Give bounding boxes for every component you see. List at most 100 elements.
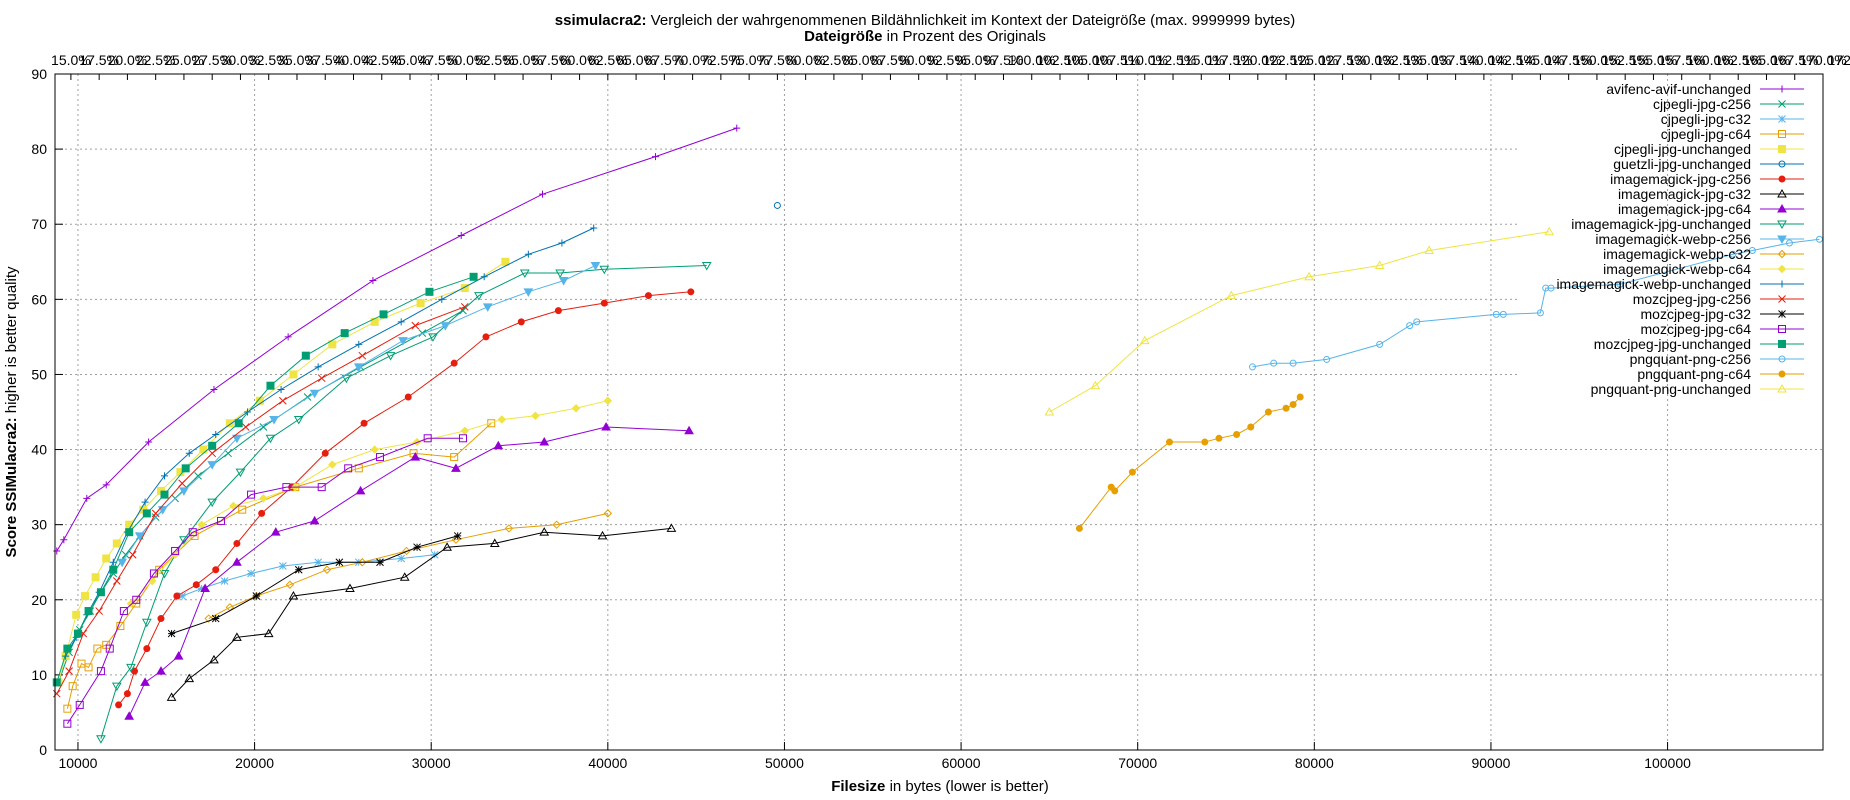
series-line [56,127,737,552]
data-point [278,562,287,570]
series-line [58,310,464,683]
legend-marker [1777,249,1787,259]
series-line [1079,396,1301,529]
data-point [1413,318,1421,326]
x2-tick-label: 135.0% [1404,52,1451,68]
grid [55,74,1823,750]
data-point [600,299,608,307]
data-point [599,265,610,275]
series-imagemagick-jpg-c32 [166,523,677,701]
data-point [450,359,458,367]
data-point [314,363,322,371]
data-point [773,201,781,209]
series-mozcjpeg-jpg-c256 [52,302,469,698]
series-guetzli-jpg-unchanged [773,201,781,209]
x-tick-label: 40000 [588,755,627,771]
data-point [558,277,569,286]
data-point [278,396,287,405]
data-point [355,340,363,348]
legend-marker [1778,145,1786,153]
x2-tick-label: 50.0% [447,52,487,68]
x2-tick-label: 105.0% [1065,52,1112,68]
legend-marker [1778,325,1786,333]
series-imagemagick-jpg-c64 [124,422,694,720]
data-point [504,524,514,533]
data-point [358,558,367,567]
data-point [207,461,218,470]
data-point [229,501,238,511]
x2-tick-label: 27.5% [192,52,232,68]
data-point [73,629,82,638]
x2-tick-label: 160.0% [1686,52,1733,68]
data-point [105,644,114,653]
x2-tick-label: 112.5% [1150,52,1196,68]
x-axis-ticks: 10000 20000 30000 40000 50000 60000 70000 80000… [58,742,1691,771]
data-point [126,663,136,673]
data-point [701,262,712,271]
data-point [1492,310,1500,318]
legend-label: mozcjpeg-jpg-c64 [1641,321,1752,337]
data-point [156,666,166,675]
data-point [453,532,462,540]
legend-marker [1777,203,1787,213]
data-point [119,607,128,616]
data-point [457,231,465,239]
data-point [173,592,181,600]
y-tick-label: 70 [31,216,47,232]
data-point [590,262,601,271]
series-line [56,306,465,694]
data-point [328,460,337,469]
data-point [1729,250,1737,258]
data-point [52,689,61,698]
data-point [438,295,446,303]
data-point [558,239,566,247]
data-point [208,441,217,450]
data-point [1249,363,1257,371]
data-point [517,318,525,326]
data-point [666,523,677,532]
legend-marker [1777,235,1787,245]
data-point [185,449,193,457]
x-tick-label: 60000 [942,755,981,771]
x2-tick-label: 90.0% [899,52,939,68]
data-point [597,530,608,540]
legend-label: mozcjpeg-jpg-c256 [1633,291,1751,307]
data-point [294,565,303,574]
data-point [398,337,408,346]
data-point [1296,393,1304,401]
legend-label: cjpegli-jpg-unchanged [1614,141,1751,157]
y-tick-label: 10 [31,667,47,683]
series-mozcjpeg-jpg-c64 [63,434,467,728]
x2-tick-label: 25.0% [164,52,204,68]
data-point [1748,247,1756,255]
x-tick-label: 10000 [58,755,97,771]
data-point [258,509,266,517]
x2-tick-label: 120.0% [1234,52,1281,68]
x2-tick-label: 150.0% [1573,52,1620,68]
x-tick-label: 50000 [765,755,804,771]
data-point [1165,438,1173,446]
x2-tick-label: 47.5% [418,52,458,68]
x2-tick-label: 125.0% [1291,52,1338,68]
data-point [1547,284,1555,292]
data-point [270,527,281,536]
data-point [160,490,169,499]
data-point [91,573,100,582]
y-tick-label: 60 [31,291,47,307]
data-point [538,190,546,198]
data-point [68,682,77,691]
legend-marker [1778,175,1786,183]
legend-label: pngquant-png-unchanged [1591,381,1751,397]
data-point [285,580,295,589]
legend-label: mozcjpeg-jpg-unchanged [1594,336,1751,352]
series-line [208,512,608,620]
legend-marker [1778,340,1786,348]
x2-tick-label: 140.0% [1460,52,1507,68]
series-imagemagick-jpg-c256 [115,288,695,709]
data-point [134,532,145,541]
legend-label: imagemagick-webp-unchanged [1556,276,1751,292]
data-point [571,404,581,413]
data-point [375,453,384,462]
x2-tick-label: 167.5% [1771,52,1818,68]
data-point [1424,245,1434,255]
